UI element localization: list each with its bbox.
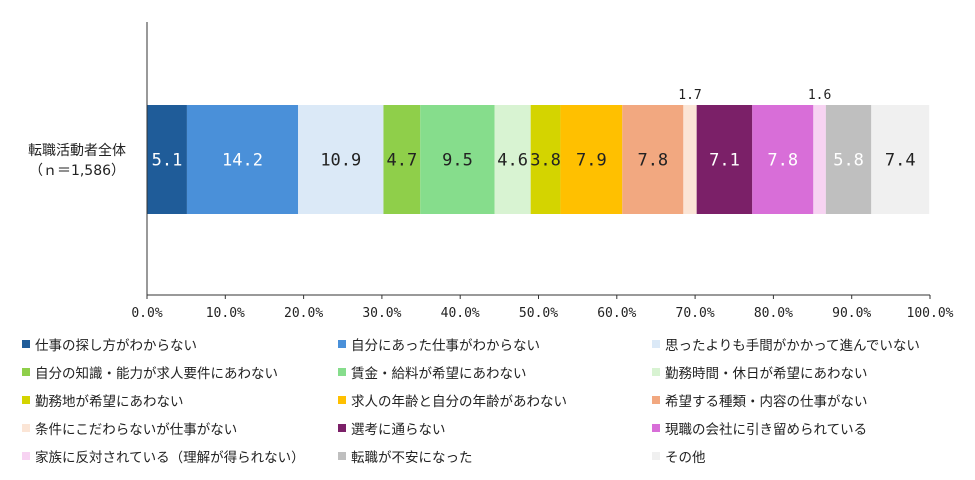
x-tick-label: 50.0% (519, 306, 558, 321)
legend-swatch (652, 368, 660, 376)
x-tick-label: 60.0% (597, 306, 636, 321)
legend-item: 現職の会社に引き留められている (652, 418, 867, 438)
data-label: 4.6 (497, 151, 528, 171)
bar-segment (530, 105, 561, 214)
data-label: 10.9 (320, 151, 361, 171)
x-tick-label: 20.0% (284, 306, 323, 321)
data-label: 5.8 (833, 151, 864, 171)
legend-swatch (338, 340, 346, 348)
legend-item: その他 (652, 446, 706, 466)
legend-label: 勤務時間・休日が希望にあわない (665, 366, 868, 382)
bar-segment (622, 105, 684, 214)
legend-item: 勤務時間・休日が希望にあわない (652, 362, 868, 382)
legend-label: 転職が不安になった (351, 450, 473, 466)
data-label: 9.5 (442, 151, 473, 171)
bar-segment (494, 105, 531, 214)
x-tick-label: 0.0% (131, 306, 162, 321)
bar-segment (298, 105, 384, 214)
data-label: 5.1 (152, 151, 183, 171)
legend-swatch (652, 424, 660, 432)
legend-swatch (652, 340, 660, 348)
data-label: 7.8 (767, 151, 798, 171)
legend-label: 希望する種類・内容の仕事がない (665, 394, 868, 410)
legend-item: 選考に通らない (338, 418, 446, 438)
data-label: 1.7 (678, 88, 701, 103)
x-tick-label: 10.0% (206, 306, 245, 321)
legend-swatch (22, 424, 30, 432)
data-label: 7.9 (576, 151, 607, 171)
legend-label: 現職の会社に引き留められている (665, 422, 868, 438)
legend-item: 転職が不安になった (338, 446, 473, 466)
legend-item: 自分の知識・能力が求人要件にあわない (22, 362, 278, 382)
legend-swatch (22, 340, 30, 348)
category-sample-size: （ｎ＝1,586） (29, 163, 125, 179)
legend-label: 自分にあった仕事がわからない (351, 338, 540, 354)
legend-item: 賃金・給料が希望にあわない (338, 362, 527, 382)
legend-label: その他 (665, 450, 706, 466)
stacked-bar-chart: 転職活動者全体 （ｎ＝1,586） 5.1 14.2 10.9 4.7 9.5 4.6 3.… (28, 22, 954, 321)
legend-item: 思ったよりも手間がかかって進んでいない (652, 334, 920, 354)
x-tick-label: 80.0% (754, 306, 793, 321)
bar-segment (825, 105, 872, 214)
legend-label: 条件にこだわらないが仕事がない (35, 422, 238, 438)
bar-segment (383, 105, 421, 214)
legend-label: 選考に通らない (351, 422, 446, 438)
data-label: 7.8 (637, 151, 668, 171)
data-label: 4.7 (387, 151, 418, 171)
data-label: 14.2 (222, 151, 263, 171)
legend-swatch (338, 452, 346, 460)
legend-item: 求人の年齢と自分の年齢があわない (338, 390, 567, 410)
legend-label: 求人の年齢と自分の年齢があわない (351, 394, 567, 410)
x-tick-label: 100.0% (907, 306, 954, 321)
bar-segment (813, 105, 826, 214)
bar-segment (147, 105, 187, 214)
x-tick-label: 90.0% (832, 306, 871, 321)
legend-label: 家族に反対されている（理解が得られない） (35, 450, 305, 466)
bar-segment (186, 105, 299, 214)
x-tick-label: 30.0% (362, 306, 401, 321)
data-label: 7.4 (885, 151, 916, 171)
legend-item: 希望する種類・内容の仕事がない (652, 390, 868, 410)
legend-label: 賃金・給料が希望にあわない (351, 366, 527, 382)
legend-item: 勤務地が希望にあわない (22, 390, 184, 410)
bar-segment (560, 105, 623, 214)
legend-item: 仕事の探し方がわからない (22, 334, 197, 354)
legend-swatch (652, 452, 660, 460)
legend-label: 勤務地が希望にあわない (35, 394, 184, 410)
data-label: 7.1 (709, 151, 740, 171)
x-tick-label: 40.0% (441, 306, 480, 321)
legend-swatch (652, 396, 660, 404)
legend-swatch (338, 424, 346, 432)
legend-label: 自分の知識・能力が求人要件にあわない (35, 366, 278, 382)
x-tick-label: 70.0% (676, 306, 715, 321)
bar-segment (696, 105, 753, 214)
legend-swatch (338, 368, 346, 376)
legend-swatch (22, 368, 30, 376)
legend-swatch (22, 452, 30, 460)
bar-segment (683, 105, 697, 214)
bar-segment (420, 105, 495, 214)
data-label: 1.6 (808, 88, 831, 103)
data-label: 3.8 (530, 151, 561, 171)
legend-swatch (338, 396, 346, 404)
bar-segment (871, 105, 930, 214)
legend-label: 思ったよりも手間がかかって進んでいない (665, 338, 920, 354)
legend-item: 条件にこだわらないが仕事がない (22, 418, 237, 438)
legend-item: 自分にあった仕事がわからない (338, 334, 540, 354)
legend: 仕事の探し方がわからない 自分にあった仕事がわからない 思ったよりも手間がかかって進… (22, 334, 967, 474)
legend-label: 仕事の探し方がわからない (35, 338, 197, 354)
category-label: 転職活動者全体 (28, 142, 126, 159)
legend-item: 家族に反対されている（理解が得られない） (22, 446, 305, 466)
bar-segment (752, 105, 814, 214)
legend-swatch (22, 396, 30, 404)
